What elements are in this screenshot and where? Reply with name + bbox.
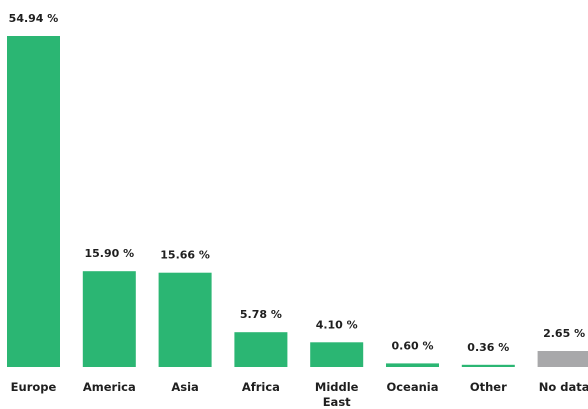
category-label: Africa <box>242 380 280 394</box>
category-labels-group: Europe America Asia Africa Middle East Oceania… <box>11 380 588 409</box>
value-label: 4.10 % <box>316 318 358 331</box>
category-label: Other <box>470 380 507 394</box>
category-label: Oceania <box>386 380 438 394</box>
value-label: 0.60 % <box>392 339 434 352</box>
category-label-line: Middle <box>315 380 359 394</box>
category-label: America <box>83 380 136 394</box>
category-label-line: Oceania <box>386 380 438 394</box>
value-label: 5.78 % <box>240 308 282 321</box>
bar-middle-east <box>310 342 364 367</box>
value-label: 15.90 % <box>84 247 134 260</box>
bar-africa <box>234 332 288 367</box>
category-label-line: Europe <box>11 380 57 394</box>
category-label: Middle East <box>315 380 359 409</box>
category-label-line: Africa <box>242 380 280 394</box>
bars-group <box>7 36 588 367</box>
category-label-line: No data <box>539 380 588 394</box>
category-label-line: Other <box>470 380 507 394</box>
category-label-line: America <box>83 380 136 394</box>
value-labels-group: 54.94 % 15.90 % 15.66 % 5.78 % 4.10 % 0.60 % 0… <box>9 12 585 354</box>
value-label: 2.65 % <box>543 327 585 340</box>
bar-asia <box>158 272 212 367</box>
category-label: Europe <box>11 380 57 394</box>
category-label-line: East <box>323 395 351 409</box>
category-label-line: Asia <box>171 380 198 394</box>
bar-no-data <box>537 351 588 367</box>
bar-other <box>461 364 515 367</box>
value-label: 54.94 % <box>9 12 59 25</box>
category-label: Asia <box>171 380 198 394</box>
bar-america <box>82 271 136 367</box>
value-label: 0.36 % <box>467 341 509 354</box>
value-label: 15.66 % <box>160 249 210 262</box>
bar-europe <box>7 36 60 367</box>
category-label: No data <box>539 380 588 394</box>
bar-oceania <box>386 363 439 367</box>
